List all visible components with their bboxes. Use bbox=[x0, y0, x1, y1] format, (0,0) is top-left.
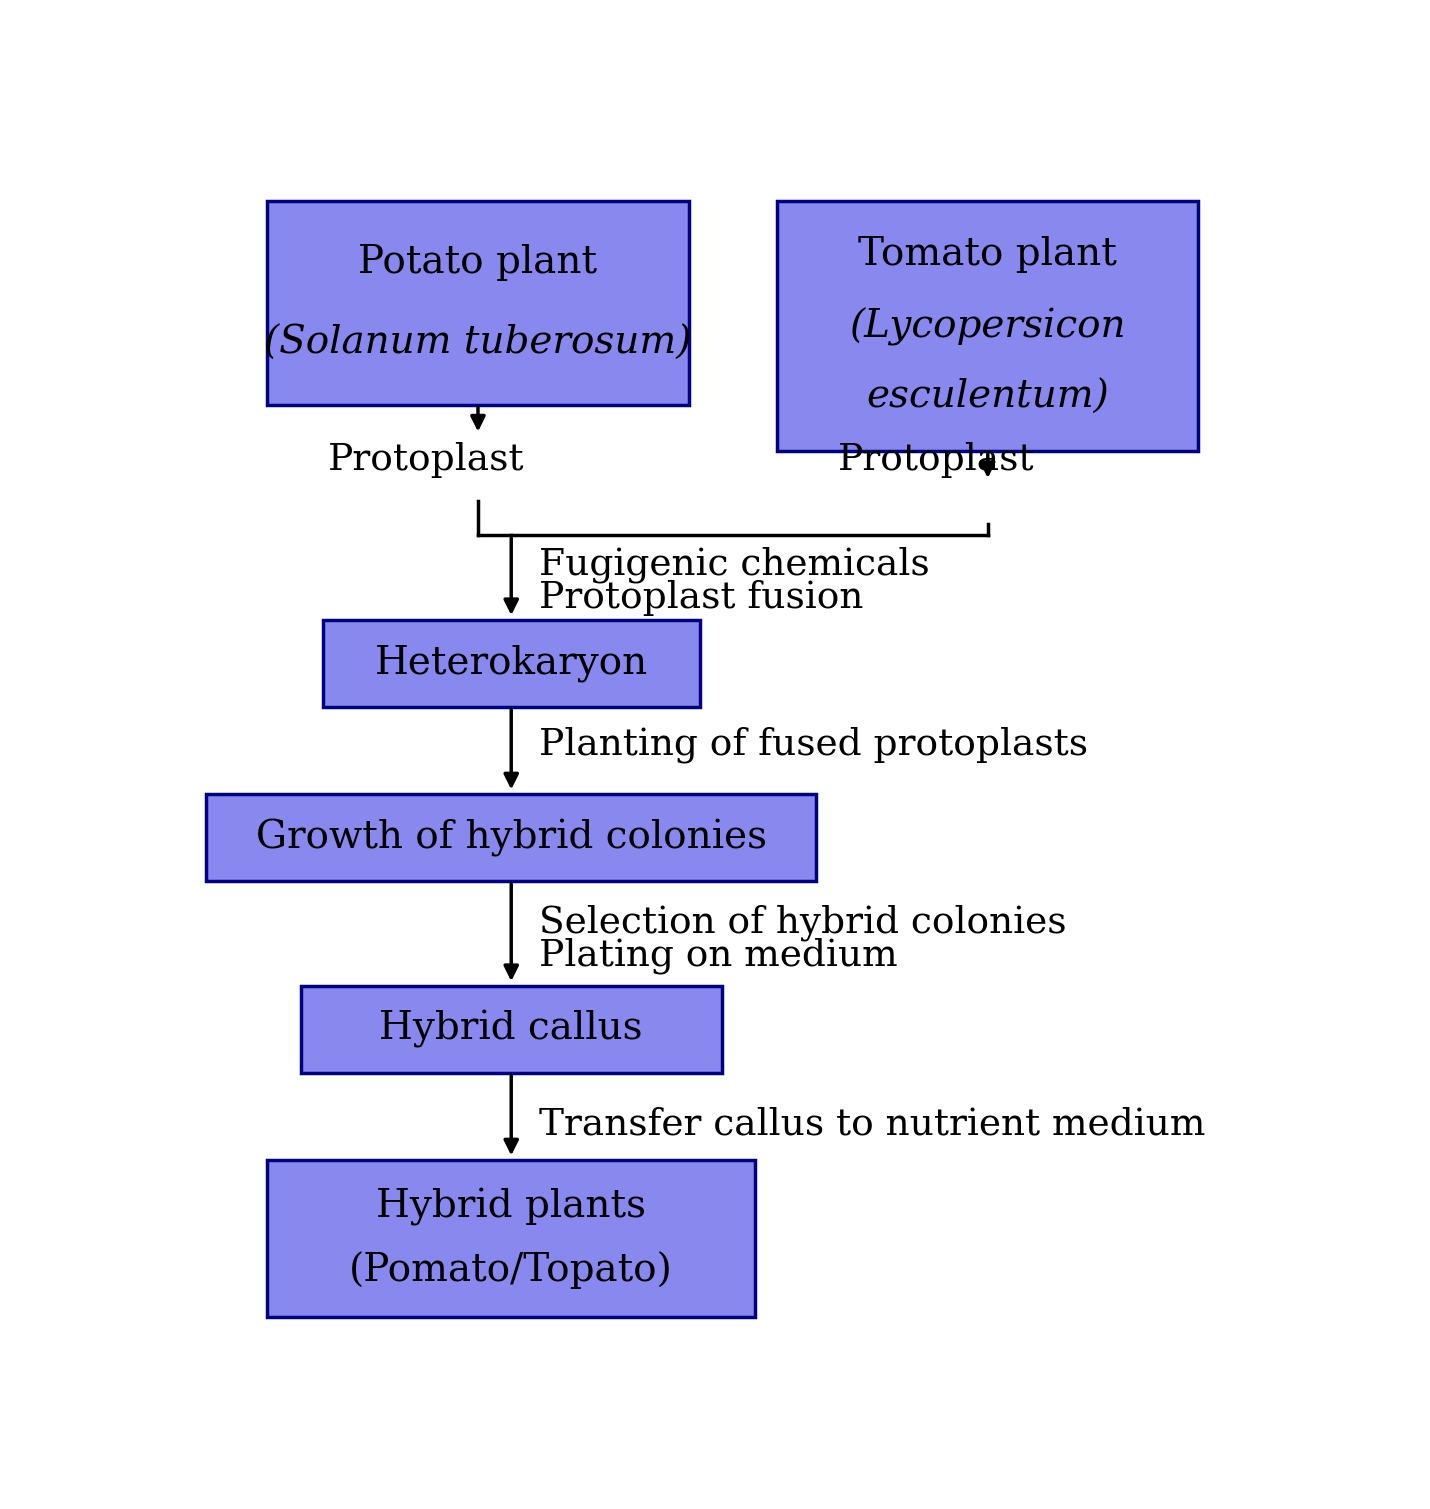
Text: Selection of hybrid colonies: Selection of hybrid colonies bbox=[539, 904, 1067, 940]
Text: Potato plant: Potato plant bbox=[359, 244, 598, 281]
Text: (Solanum tuberosum): (Solanum tuberosum) bbox=[265, 326, 692, 362]
Text: Planting of fused protoplasts: Planting of fused protoplasts bbox=[539, 726, 1088, 764]
FancyBboxPatch shape bbox=[323, 620, 699, 706]
Text: Protoplast fusion: Protoplast fusion bbox=[539, 581, 864, 616]
Text: Fugigenic chemicals: Fugigenic chemicals bbox=[539, 546, 930, 582]
FancyBboxPatch shape bbox=[267, 1160, 755, 1317]
Text: esculentum): esculentum) bbox=[867, 379, 1110, 416]
FancyBboxPatch shape bbox=[778, 201, 1198, 451]
Text: (Lycopersicon: (Lycopersicon bbox=[849, 308, 1125, 346]
FancyBboxPatch shape bbox=[206, 794, 817, 881]
Text: (Pomato/Topato): (Pomato/Topato) bbox=[349, 1251, 674, 1289]
Text: Tomato plant: Tomato plant bbox=[858, 237, 1117, 273]
Text: Protoplast: Protoplast bbox=[838, 442, 1035, 478]
Text: Heterokaryon: Heterokaryon bbox=[375, 644, 648, 682]
Text: Protoplast: Protoplast bbox=[329, 442, 525, 478]
Text: Hybrid plants: Hybrid plants bbox=[376, 1188, 646, 1227]
Text: Growth of hybrid colonies: Growth of hybrid colonies bbox=[256, 818, 766, 857]
FancyBboxPatch shape bbox=[267, 201, 689, 404]
Text: Hybrid callus: Hybrid callus bbox=[379, 1011, 644, 1049]
FancyBboxPatch shape bbox=[300, 985, 722, 1073]
Text: Plating on medium: Plating on medium bbox=[539, 937, 898, 975]
Text: Transfer callus to nutrient medium: Transfer callus to nutrient medium bbox=[539, 1106, 1205, 1142]
